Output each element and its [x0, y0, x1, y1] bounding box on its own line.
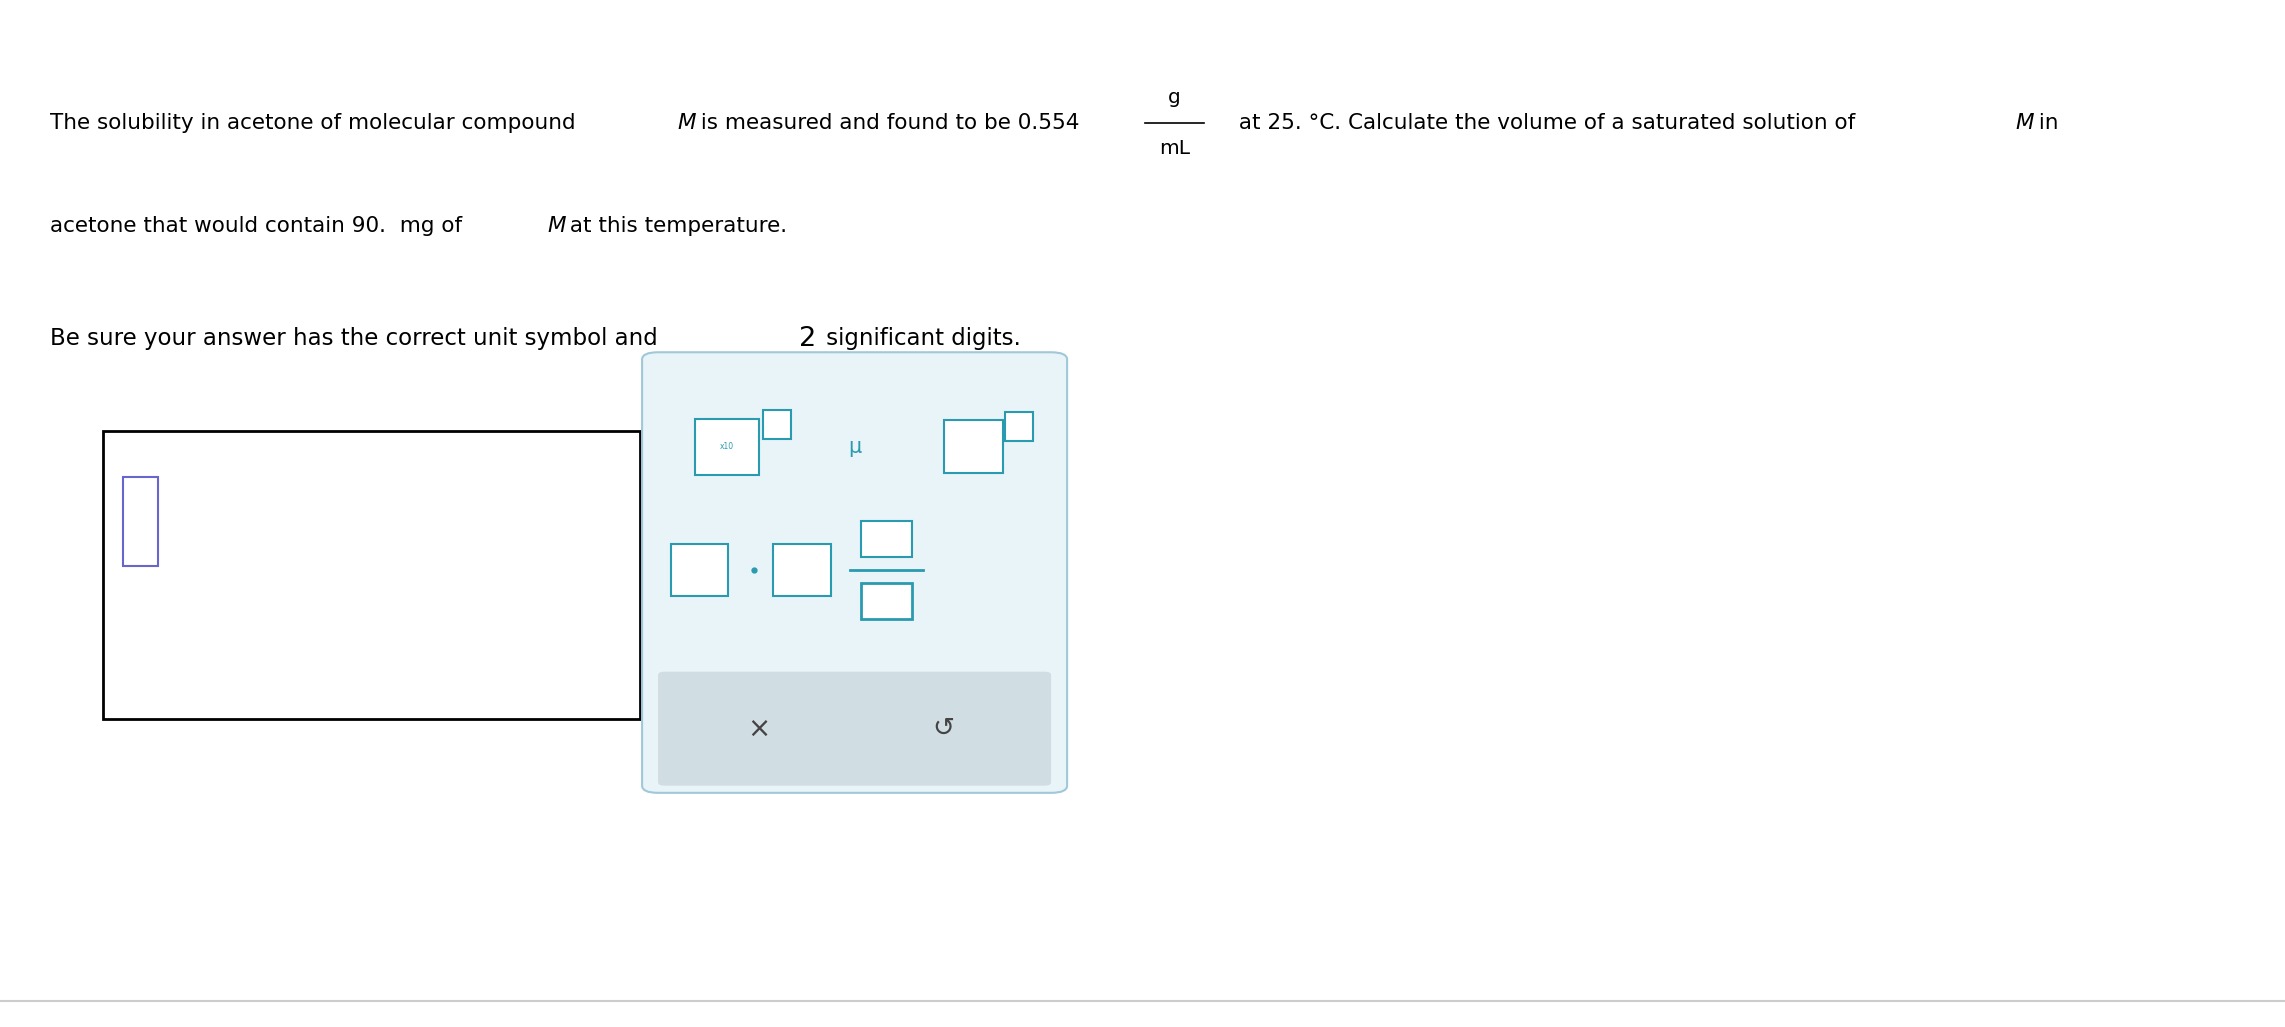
- FancyBboxPatch shape: [642, 352, 1067, 793]
- Text: M: M: [2015, 113, 2034, 134]
- FancyBboxPatch shape: [861, 522, 912, 557]
- Text: at this temperature.: at this temperature.: [564, 216, 788, 236]
- FancyBboxPatch shape: [861, 583, 912, 618]
- Text: g: g: [1168, 88, 1181, 107]
- Text: is measured and found to be 0.554: is measured and found to be 0.554: [695, 113, 1085, 134]
- FancyBboxPatch shape: [1005, 412, 1033, 441]
- Text: x10: x10: [720, 443, 733, 451]
- Text: Be sure your answer has the correct unit symbol and: Be sure your answer has the correct unit…: [50, 328, 665, 350]
- Text: significant digits.: significant digits.: [820, 328, 1021, 350]
- Text: 2: 2: [800, 326, 816, 352]
- Text: at 25. °C. Calculate the volume of a saturated solution of: at 25. °C. Calculate the volume of a sat…: [1232, 113, 1862, 134]
- Text: ↺: ↺: [932, 716, 955, 741]
- Text: mL: mL: [1158, 140, 1190, 158]
- Text: M: M: [679, 113, 697, 134]
- Text: The solubility in acetone of molecular compound: The solubility in acetone of molecular c…: [50, 113, 583, 134]
- FancyBboxPatch shape: [658, 672, 1051, 786]
- Text: ×: ×: [747, 715, 770, 743]
- FancyBboxPatch shape: [944, 420, 1003, 473]
- FancyBboxPatch shape: [772, 544, 832, 596]
- FancyBboxPatch shape: [763, 410, 791, 439]
- FancyBboxPatch shape: [123, 477, 158, 566]
- Text: M: M: [546, 216, 564, 236]
- Text: μ: μ: [848, 436, 861, 457]
- FancyBboxPatch shape: [103, 431, 640, 719]
- Text: in: in: [2031, 113, 2059, 134]
- FancyBboxPatch shape: [695, 419, 759, 474]
- FancyBboxPatch shape: [670, 544, 727, 596]
- Text: acetone that would contain 90.  mg of: acetone that would contain 90. mg of: [50, 216, 468, 236]
